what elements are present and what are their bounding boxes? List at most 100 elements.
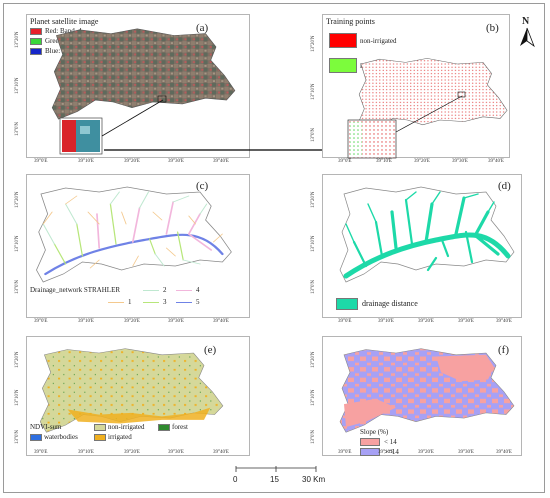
x-tick: 39°10'E — [378, 319, 394, 324]
y-tick: 13°0'N — [311, 279, 316, 294]
y-tick: 13°20'N — [311, 35, 316, 52]
legend-title: NDVI-sum — [30, 423, 62, 431]
legend-label-non-irrigated: non-irrigated — [108, 423, 145, 431]
x-tick: 39°20'E — [124, 319, 140, 324]
legend-label-4: 4 — [196, 286, 200, 294]
x-tick: 39°0'E — [338, 450, 352, 455]
x-tick: 39°10'E — [376, 159, 392, 164]
ndvi-classification-map — [39, 348, 224, 433]
legend-swatch-green — [30, 38, 42, 45]
y-tick: 13°10'N — [311, 235, 316, 252]
panel-tag: (b) — [486, 22, 499, 34]
x-tick: 39°20'E — [414, 159, 430, 164]
y-tick: 13°20'N — [311, 191, 316, 208]
y-tick: 13°20'N — [15, 191, 20, 208]
legend-line-1 — [108, 302, 124, 303]
panel-a-satellite-image: (a) Planet satellite image Red: Band_4 G… — [8, 8, 270, 168]
legend-swatch-irrigated — [329, 58, 357, 73]
legend-label-2: 2 — [163, 286, 167, 294]
legend-label-1: 1 — [128, 298, 132, 306]
scale-label-30: 30 Km — [302, 475, 326, 484]
y-tick: 13°20'N — [15, 351, 20, 368]
y-tick: 13°20'N — [15, 31, 20, 48]
legend-title: Training points — [326, 17, 375, 26]
legend-label-drainage-distance: drainage distance — [362, 299, 418, 308]
panel-e-ndvi-sum: (e) NDVI-sum non-irrigated forest waterb… — [8, 332, 270, 462]
x-tick: 39°20'E — [418, 450, 434, 455]
legend-line-2 — [143, 290, 159, 291]
north-label: N — [522, 16, 530, 27]
panel-tag: (d) — [498, 180, 511, 192]
scale-bar-graphic — [235, 466, 317, 472]
x-tick: 39°0'E — [338, 319, 352, 324]
x-tick: 39°20'E — [124, 159, 140, 164]
north-arrow-icon — [520, 27, 535, 48]
panel-b-training-points: (b) Training points non-irrigated irriga… — [292, 8, 542, 168]
legend-swatch-waterbodies — [30, 434, 42, 441]
legend-line-5 — [176, 302, 192, 303]
y-tick: 13°10'N — [15, 389, 20, 406]
x-tick: 39°0'E — [34, 319, 48, 324]
y-tick: 13°0'N — [15, 429, 20, 444]
x-tick: 39°20'E — [124, 450, 140, 455]
scale-label-15: 15 — [270, 475, 279, 484]
x-tick: 39°0'E — [34, 450, 48, 455]
x-tick: 39°40'E — [213, 159, 229, 164]
legend-label-irrigated: irrigated — [108, 433, 132, 441]
scale-bar: 0 15 30 Km — [232, 466, 326, 490]
x-tick: 39°40'E — [496, 319, 512, 324]
x-tick: 39°40'E — [496, 450, 512, 455]
training-points-map — [347, 57, 508, 159]
y-tick: 13°20'N — [311, 351, 316, 368]
inset-leader-line — [101, 99, 164, 137]
slope-map — [339, 348, 515, 433]
panel-c-drainage-network: (c) Drainage_network STRAHLER 1 2 3 4 5 … — [8, 168, 270, 330]
figure-frame — [3, 3, 545, 493]
y-tick: 13°0'N — [15, 121, 20, 136]
x-tick: 39°0'E — [338, 159, 352, 164]
legend-swatch-non-irrigated — [329, 33, 357, 48]
legend-label-non-irrigated: non-irrigated — [360, 37, 397, 45]
legend-swatch-slope-low — [360, 438, 380, 446]
x-tick: 39°30'E — [452, 159, 468, 164]
panel-f-slope: (f) Slope (%) < 14 >=14 13°20'N 13°10'N … — [292, 332, 542, 462]
x-tick: 39°30'E — [458, 450, 474, 455]
legend-label-waterbodies: waterbodies — [44, 433, 78, 441]
satellite-map — [51, 28, 236, 155]
legend-label-forest: forest — [172, 423, 188, 431]
panel-tag: (f) — [498, 344, 509, 356]
x-tick: 39°20'E — [418, 319, 434, 324]
legend-label-3: 3 — [163, 298, 167, 306]
x-tick: 39°30'E — [168, 319, 184, 324]
y-tick: 13°0'N — [311, 127, 316, 142]
x-tick: 39°10'E — [78, 450, 94, 455]
legend-swatch-red — [30, 28, 42, 35]
x-tick: 39°40'E — [488, 159, 504, 164]
legend-swatch-irrigated — [94, 434, 106, 441]
legend-title: Slope (%) — [360, 428, 389, 436]
north-arrow: N — [516, 16, 538, 50]
legend-label-red: Red: Band_4 — [45, 27, 82, 35]
x-tick: 39°40'E — [213, 450, 229, 455]
scale-label-0: 0 — [233, 475, 238, 484]
legend-title: Planet satellite image — [30, 17, 99, 26]
drainage-distance-map — [339, 186, 515, 283]
legend-swatch-non-irrigated — [94, 424, 106, 431]
drainage-network-map — [35, 186, 232, 283]
y-tick: 13°0'N — [311, 429, 316, 444]
x-tick: 39°40'E — [213, 319, 229, 324]
x-tick: 39°30'E — [168, 159, 184, 164]
panel-tag: (e) — [204, 344, 217, 356]
x-tick: 39°30'E — [458, 319, 474, 324]
legend-label-slope-high: >=14 — [384, 448, 399, 456]
legend-line-3 — [143, 302, 159, 303]
panel-d-drainage-distance: (d) drainage distance 13°20'N 13°10'N 13… — [292, 168, 542, 330]
legend-swatch-drainage-distance — [336, 298, 358, 310]
y-tick: 13°10'N — [311, 83, 316, 100]
legend-swatch-blue — [30, 48, 42, 55]
y-tick: 13°10'N — [15, 77, 20, 94]
x-tick: 39°10'E — [78, 319, 94, 324]
legend-label-5: 5 — [196, 298, 200, 306]
x-tick: 39°30'E — [168, 450, 184, 455]
y-tick: 13°0'N — [15, 279, 20, 294]
